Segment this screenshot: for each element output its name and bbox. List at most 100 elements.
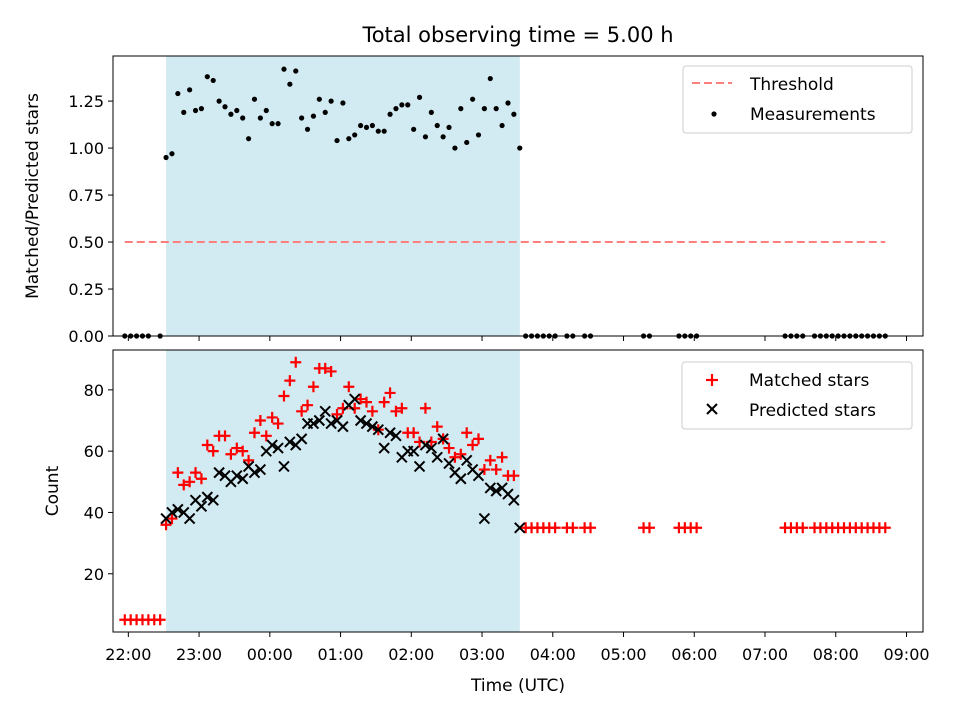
matched-star-point — [797, 522, 809, 534]
y-tick-label: 0.75 — [68, 186, 104, 205]
top-axes-frame — [112, 55, 924, 337]
predicted-star-point — [295, 433, 308, 445]
measurement-point — [493, 106, 499, 112]
x-tick-label: 05:00 — [600, 645, 646, 664]
measurement-point — [381, 128, 387, 134]
x-tick-label: 22:00 — [105, 645, 151, 664]
matched-star-point — [178, 479, 190, 491]
matched-star-point — [172, 467, 184, 479]
x-tick-label: 00:00 — [247, 645, 293, 664]
top-points-group — [122, 66, 888, 339]
x-axis-label: Time (UTC) — [470, 676, 565, 696]
y-tick-label: 20 — [84, 565, 104, 584]
top-x-ticks — [127, 336, 907, 341]
measurements-legend-label: Measurements — [750, 105, 876, 125]
matched-star-point — [396, 402, 408, 414]
predicted-star-point — [248, 466, 261, 479]
matched-star-point — [278, 390, 290, 402]
predicted-star-point — [372, 423, 384, 436]
bottom-legend: Matched stars Predicted stars — [681, 361, 913, 430]
predicted-legend-marker — [706, 403, 718, 415]
measurement-point — [346, 136, 352, 142]
measurement-point — [416, 94, 423, 100]
predicted-star-point — [231, 469, 243, 482]
predicted-star-point — [490, 485, 502, 497]
measurement-point — [228, 111, 234, 117]
matched-star-point — [248, 427, 260, 439]
matched-star-point — [266, 411, 278, 423]
matched-star-point — [408, 427, 420, 439]
matched-star-point — [195, 473, 207, 485]
matched-star-point — [378, 396, 390, 408]
x-tick-label: 03:00 — [459, 645, 505, 664]
bottom-panel: 20 40 60 80 22:00 23:00 00:00 01:00 02:00 03:00 0… — [43, 349, 930, 696]
predicted-star-point — [437, 433, 449, 445]
predicted-star-point — [508, 494, 520, 506]
matched-star-point — [160, 519, 172, 531]
x-tick-label: 04:00 — [530, 645, 576, 664]
predicted-star-point — [455, 473, 467, 485]
measurement-point — [304, 126, 311, 132]
measurement-point — [257, 115, 263, 121]
top-y-ticks: 0.00 0.25 0.50 0.75 1.00 1.25 — [68, 92, 113, 346]
matched-star-point — [225, 448, 237, 460]
bottom-points-group — [119, 356, 891, 626]
matched-star-point — [478, 464, 490, 476]
measurement-point — [187, 87, 193, 93]
measurement-point — [240, 115, 246, 121]
bottom-shaded-region — [166, 350, 520, 632]
measurement-point — [487, 75, 493, 82]
top-shaded-region — [166, 56, 520, 336]
predicted-star-point — [207, 494, 219, 506]
matched-star-point — [643, 522, 655, 534]
matched-star-point — [691, 522, 703, 534]
measurement-point — [369, 122, 375, 129]
predicted-star-point — [236, 473, 249, 485]
measurement-point — [316, 96, 322, 102]
predicted-star-point — [354, 414, 367, 427]
y-tick-label: 0.25 — [68, 280, 104, 299]
matched-star-point — [549, 522, 561, 534]
measurement-point — [175, 90, 181, 97]
matched-star-point — [343, 381, 355, 393]
matched-star-point — [325, 365, 337, 377]
measurement-point — [411, 126, 417, 132]
measurement-point — [363, 124, 370, 131]
predicted-star-point — [478, 512, 491, 525]
predicted-star-point — [337, 420, 349, 433]
measurement-point — [422, 134, 429, 140]
measurement-point — [334, 137, 340, 144]
predicted-star-point — [325, 417, 337, 430]
bottom-y-axis-label: Count — [43, 465, 63, 516]
matched-star-point — [496, 451, 508, 463]
predicted-star-point — [419, 439, 432, 451]
predicted-star-point — [484, 482, 497, 494]
measurements-legend-marker — [711, 111, 717, 117]
measurement-point — [517, 145, 523, 151]
matched-star-point — [443, 442, 455, 454]
predicted-star-point — [431, 451, 443, 463]
bottom-legend-box — [681, 361, 913, 430]
y-tick-label: 60 — [84, 442, 104, 461]
measurement-point — [470, 96, 476, 102]
measurement-point — [163, 154, 169, 161]
predicted-star-point — [390, 430, 402, 442]
measurement-point — [511, 111, 517, 117]
matched-star-point — [219, 430, 231, 442]
matched-star-point — [567, 522, 579, 534]
matched-star-point — [243, 454, 255, 466]
matched-star-point — [431, 421, 443, 433]
top-panel: 0.00 0.25 0.50 0.75 1.00 1.25 Matched/Predict… — [23, 55, 924, 346]
measurement-point — [405, 102, 411, 108]
matched-star-point — [449, 451, 461, 463]
matched-star-point — [355, 393, 367, 405]
measurement-point — [287, 81, 293, 87]
measurement-point — [434, 122, 440, 129]
matched-star-point — [272, 418, 284, 430]
matched-star-point — [508, 470, 520, 482]
matched-star-point — [461, 427, 473, 439]
measurement-point — [263, 107, 269, 114]
matched-star-point — [319, 362, 331, 374]
matched-star-point — [467, 439, 479, 451]
bottom-axes-frame — [112, 349, 924, 633]
